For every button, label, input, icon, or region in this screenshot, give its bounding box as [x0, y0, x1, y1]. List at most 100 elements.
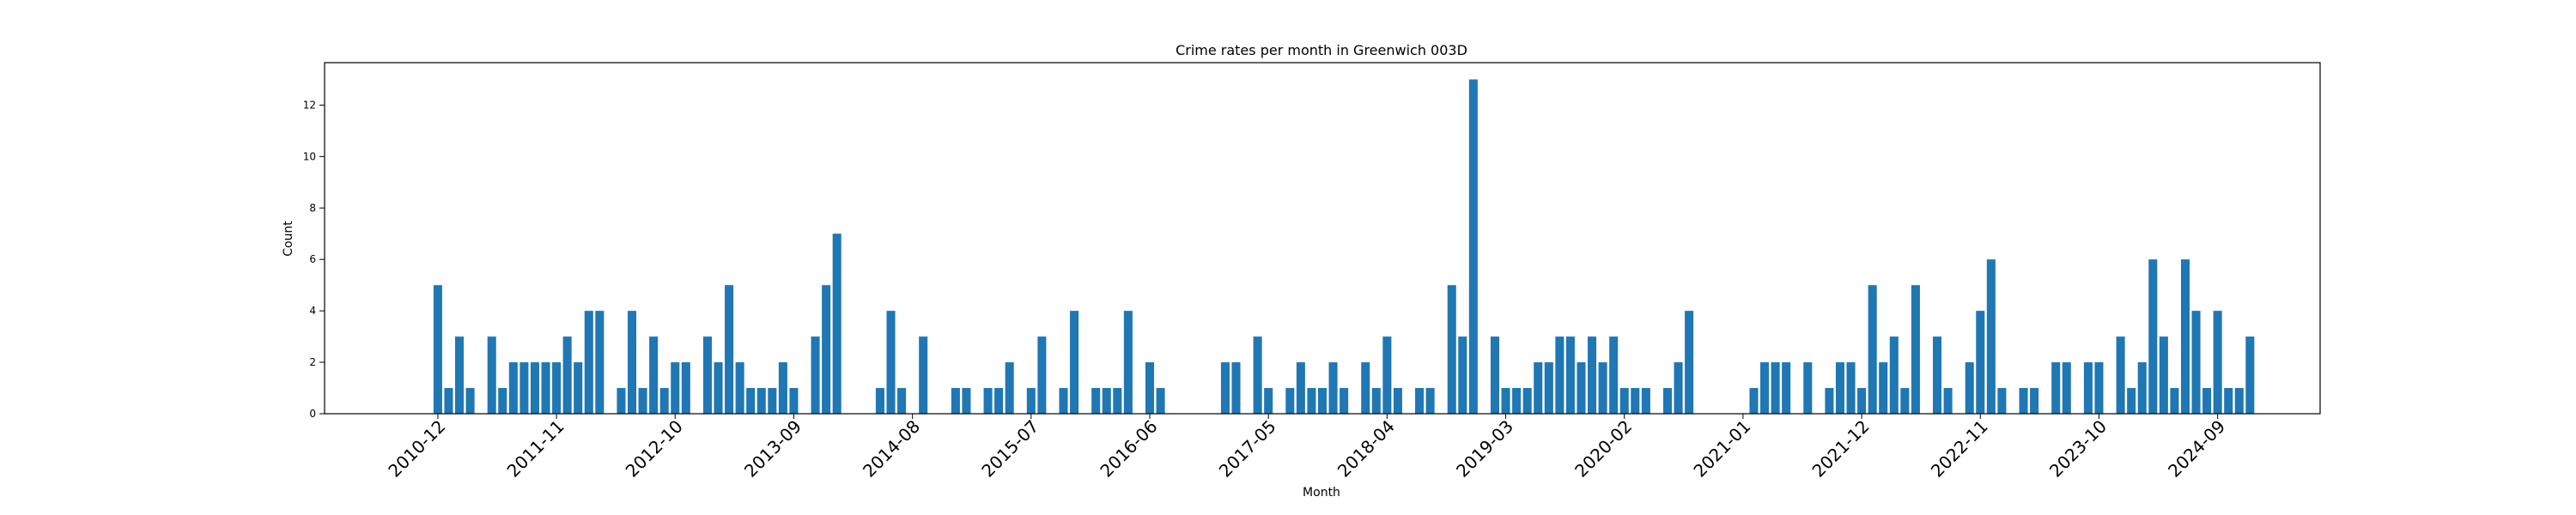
bar-2012-11 — [681, 362, 690, 414]
bar-2012-02 — [584, 311, 593, 414]
bar-2019-07 — [1544, 362, 1553, 414]
bar-2012-06 — [627, 311, 637, 414]
bar-2015-04 — [994, 388, 1004, 414]
y-tick-label: 4 — [309, 305, 316, 317]
bar-2011-02 — [455, 336, 465, 414]
y-tick-label: 6 — [309, 253, 316, 265]
y-tick-label: 0 — [309, 408, 316, 420]
bar-2019-04 — [1512, 388, 1522, 414]
bar-2014-01 — [832, 233, 841, 414]
x-tick-label: 2014-08 — [859, 416, 924, 482]
bar-2023-03 — [2019, 388, 2028, 414]
bar-2022-01 — [1868, 285, 1877, 414]
bar-2022-02 — [1879, 362, 1888, 414]
bar-2022-12 — [1986, 259, 1996, 414]
bar-2012-09 — [659, 388, 669, 414]
x-tick-label: 2012-10 — [622, 416, 687, 482]
bar-2021-12 — [1857, 388, 1867, 414]
x-tick-label: 2021-01 — [1689, 416, 1754, 482]
bar-2019-05 — [1522, 388, 1532, 414]
bar-2016-07 — [1156, 388, 1165, 414]
x-tick-label: 2013-09 — [740, 416, 805, 482]
x-tick-label: 2010-12 — [384, 416, 449, 482]
bar-2012-01 — [574, 362, 583, 414]
bar-2013-11 — [811, 336, 820, 414]
bar-2023-04 — [2030, 388, 2039, 414]
bar-2020-04 — [1641, 388, 1650, 414]
bar-2019-09 — [1565, 336, 1575, 414]
bar-2015-08 — [1037, 336, 1047, 414]
bar-2021-02 — [1749, 388, 1759, 414]
bar-2023-06 — [2051, 362, 2061, 414]
bar-2022-03 — [1889, 336, 1899, 414]
bar-2024-03 — [2148, 259, 2158, 414]
x-tick-label: 2021-12 — [1808, 416, 1874, 482]
bar-2016-02 — [1102, 388, 1111, 414]
bar-2011-06 — [498, 388, 507, 414]
bar-2011-11 — [552, 362, 562, 414]
bar-2019-11 — [1588, 336, 1597, 414]
plot-frame — [324, 62, 2321, 415]
bar-2024-08 — [2202, 388, 2212, 414]
bar-2023-09 — [2083, 362, 2093, 414]
bar-2013-09 — [789, 388, 799, 414]
bar-2022-04 — [1900, 388, 1910, 414]
bar-2014-09 — [919, 336, 928, 414]
bar-2013-05 — [746, 388, 756, 414]
y-axis: 0 2 4 6 8 10 12 — [303, 99, 325, 420]
bar-2015-01 — [962, 388, 971, 414]
bar-2021-10 — [1835, 362, 1845, 414]
bar-2017-09 — [1307, 388, 1316, 414]
bar-2024-07 — [2191, 311, 2201, 414]
bar-2024-05 — [2170, 388, 2179, 414]
bar-2014-07 — [897, 388, 907, 414]
x-tick-label: 2015-07 — [977, 416, 1042, 482]
bar-2018-10 — [1447, 285, 1456, 414]
bar-2023-07 — [2062, 362, 2071, 414]
bar-2010-12 — [433, 285, 442, 414]
x-tick-label: 2023-10 — [2045, 416, 2111, 482]
bar-2011-09 — [530, 362, 539, 414]
bar-2011-10 — [541, 362, 550, 414]
bar-2014-06 — [886, 311, 896, 414]
bar-2024-09 — [2213, 311, 2222, 414]
bar-2021-03 — [1760, 362, 1770, 414]
bar-2020-06 — [1662, 388, 1673, 414]
bar-2018-05 — [1393, 388, 1402, 414]
bar-2024-02 — [2137, 362, 2147, 414]
bar-2011-07 — [508, 362, 518, 414]
bar-2021-07 — [1803, 362, 1813, 414]
x-axis-label: Month — [1303, 486, 1340, 500]
bar-2017-12 — [1340, 388, 1349, 414]
x-tick-label: 2019-03 — [1452, 416, 1517, 482]
bar-2018-08 — [1425, 388, 1435, 414]
bar-2019-08 — [1555, 336, 1564, 414]
bar-2013-08 — [778, 362, 787, 414]
bar-2017-11 — [1328, 362, 1338, 414]
bar-2017-05 — [1264, 388, 1273, 414]
bar-2012-03 — [595, 311, 605, 414]
bar-2023-01 — [1997, 388, 2007, 414]
bar-2020-02 — [1619, 388, 1629, 414]
bar-2011-01 — [444, 388, 453, 414]
x-tick-label: 2018-04 — [1334, 416, 1399, 482]
x-axis: 2010-12 2011-11 2012-10 2013-09 2014-08 2015-… — [384, 414, 2229, 482]
bar-2016-04 — [1123, 311, 1133, 414]
y-tick-label: 10 — [303, 150, 316, 162]
bar-2013-06 — [756, 388, 766, 414]
bar-2012-07 — [638, 388, 647, 414]
bar-2013-02 — [714, 362, 723, 414]
bar-2014-12 — [951, 388, 960, 414]
bar-2016-06 — [1145, 362, 1155, 414]
y-tick-label: 8 — [309, 202, 316, 214]
x-tick-label: 2020-02 — [1571, 416, 1636, 482]
bar-2021-11 — [1846, 362, 1856, 414]
bar-2019-03 — [1501, 388, 1510, 414]
bar-2017-04 — [1253, 336, 1262, 414]
bar-2022-08 — [1943, 388, 1953, 414]
bar-2019-12 — [1598, 362, 1607, 414]
bar-2022-11 — [1976, 311, 1985, 414]
x-tick-label: 2011-11 — [503, 416, 568, 482]
bar-2012-08 — [649, 336, 659, 414]
bar-2024-12 — [2245, 336, 2255, 414]
